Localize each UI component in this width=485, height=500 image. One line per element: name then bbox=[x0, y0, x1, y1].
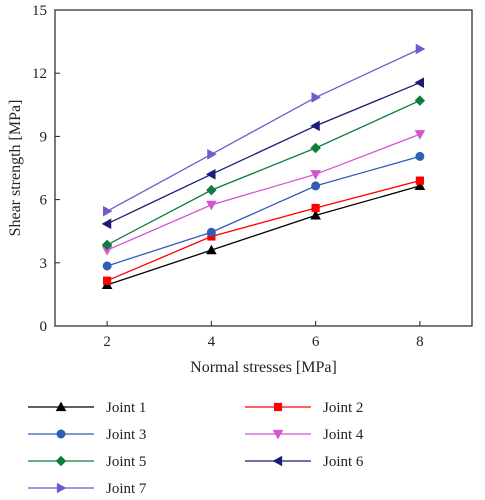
series-joint-5 bbox=[101, 95, 426, 251]
legend-label: Joint 5 bbox=[106, 454, 146, 470]
data-point-joint-4 bbox=[414, 130, 426, 140]
data-point-joint-5 bbox=[414, 95, 426, 106]
y-tick-label: 3 bbox=[40, 256, 48, 272]
y-tick-label: 12 bbox=[32, 66, 47, 82]
legend-item-joint-1: Joint 1 bbox=[28, 400, 146, 416]
data-point-joint-2 bbox=[103, 276, 112, 285]
legend-item-joint-2: Joint 2 bbox=[245, 400, 363, 416]
legend-marker bbox=[55, 455, 67, 467]
data-point-joint-4 bbox=[310, 170, 321, 180]
data-point-joint-3 bbox=[311, 181, 321, 191]
y-tick-label: 6 bbox=[40, 193, 48, 209]
data-point-joint-3 bbox=[102, 261, 112, 271]
plot-area: 2 4 6 8 0 3 6 9 12 15 bbox=[32, 3, 473, 350]
data-point-joint-6 bbox=[205, 169, 216, 180]
data-point-joint-7 bbox=[207, 148, 217, 160]
series-line-joint-3 bbox=[106, 155, 421, 267]
x-tick-label: 4 bbox=[208, 334, 216, 350]
data-point-joint-3 bbox=[206, 227, 216, 237]
data-point-joint-7 bbox=[102, 205, 113, 217]
data-point-joint-5 bbox=[206, 184, 217, 196]
data-point-joint-2 bbox=[311, 203, 320, 213]
x-tick-label: 2 bbox=[103, 334, 111, 350]
data-point-joint-3 bbox=[415, 151, 425, 161]
data-point-joint-2 bbox=[415, 176, 424, 185]
y-tick-label: 9 bbox=[40, 129, 48, 145]
legend-label: Joint 4 bbox=[323, 427, 364, 443]
data-point-joint-7 bbox=[415, 43, 426, 55]
data-point-joint-1 bbox=[206, 244, 217, 255]
series-line-joint-7 bbox=[106, 48, 421, 212]
series-line-joint-4 bbox=[106, 133, 421, 251]
legend-marker bbox=[56, 482, 67, 494]
y-axis-ticks: 0 3 6 9 12 15 bbox=[32, 3, 60, 335]
y-axis-title: Shear strength [MPa] bbox=[7, 100, 24, 237]
series-line-joint-6 bbox=[106, 82, 421, 225]
x-tick-label: 8 bbox=[416, 334, 424, 350]
data-point-joint-1 bbox=[310, 209, 321, 220]
legend-marker bbox=[56, 429, 66, 439]
series-joint-7 bbox=[102, 43, 426, 217]
series-joint-6 bbox=[101, 77, 425, 230]
legend: Joint 1 Joint 2 Joint 3 Joint 4 Joint 5 Joint… bbox=[28, 400, 364, 497]
legend-label: Joint 6 bbox=[323, 454, 364, 470]
y-tick-label: 0 bbox=[40, 319, 48, 335]
series-joint-1 bbox=[101, 180, 426, 290]
series-line-joint-2 bbox=[106, 180, 421, 282]
legend-item-joint-3: Joint 3 bbox=[28, 427, 146, 443]
legend-marker bbox=[272, 429, 284, 440]
legend-label: Joint 2 bbox=[323, 400, 363, 416]
series-joint-3 bbox=[102, 151, 425, 271]
data-point-joint-1 bbox=[414, 180, 426, 191]
data-point-joint-6 bbox=[310, 120, 320, 132]
x-axis-title: Normal stresses [MPa] bbox=[190, 359, 337, 376]
legend-item-joint-6: Joint 6 bbox=[245, 454, 364, 470]
legend-label: Joint 1 bbox=[106, 400, 146, 416]
x-tick-label: 6 bbox=[312, 334, 320, 350]
series-line-joint-1 bbox=[106, 185, 421, 286]
series-joint-4 bbox=[101, 130, 426, 256]
legend-marker bbox=[55, 401, 67, 412]
data-point-joint-6 bbox=[101, 218, 112, 230]
legend-label: Joint 3 bbox=[106, 427, 146, 443]
plot-frame bbox=[54, 9, 473, 327]
legend-marker bbox=[272, 455, 283, 467]
x-axis-ticks: 2 4 6 8 bbox=[103, 321, 424, 350]
series-layer bbox=[101, 43, 426, 290]
data-point-joint-7 bbox=[311, 92, 322, 103]
legend-marker bbox=[273, 402, 283, 412]
legend-item-joint-4: Joint 4 bbox=[245, 427, 364, 443]
data-point-joint-4 bbox=[206, 200, 217, 211]
legend-item-joint-5: Joint 5 bbox=[28, 454, 146, 470]
series-line-joint-5 bbox=[106, 99, 421, 246]
y-tick-label: 15 bbox=[32, 3, 47, 19]
legend-item-joint-7: Joint 7 bbox=[28, 481, 147, 497]
data-point-joint-5 bbox=[101, 239, 113, 251]
data-point-joint-5 bbox=[310, 142, 321, 154]
legend-label: Joint 7 bbox=[106, 481, 147, 497]
data-point-joint-6 bbox=[414, 77, 425, 88]
